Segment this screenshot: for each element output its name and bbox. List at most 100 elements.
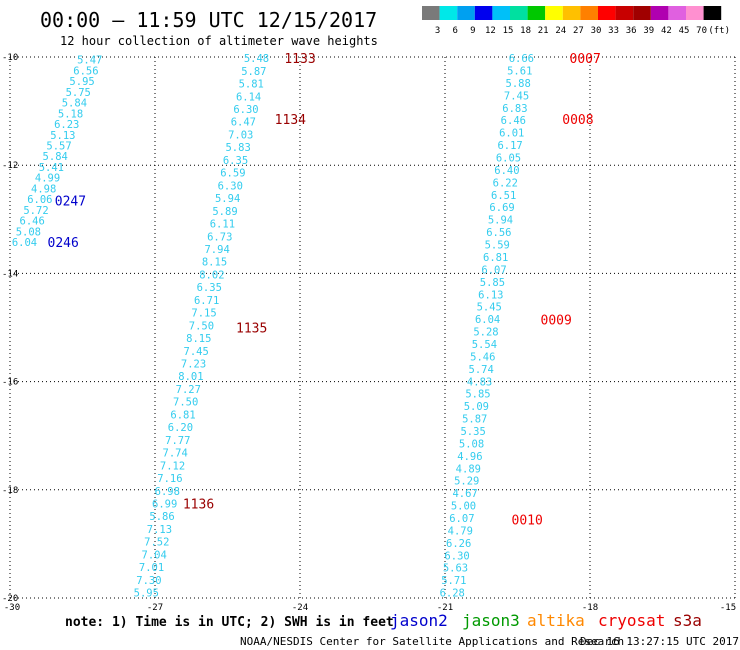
colorbar-swatch	[703, 6, 722, 20]
swh-value: 6.81	[170, 409, 195, 421]
swh-value: 6.06	[27, 194, 52, 206]
colorbar-label: 39	[643, 26, 654, 36]
swh-value: 5.00	[451, 501, 476, 513]
swh-value: 5.63	[443, 563, 468, 575]
swh-value: 7.15	[191, 308, 216, 320]
swh-value: 5.45	[477, 302, 502, 314]
colorbar-swatch	[686, 6, 704, 20]
swh-value: 5.29	[454, 476, 479, 488]
legend-jason2: jason2	[390, 611, 448, 630]
colorbar-swatch	[439, 6, 458, 20]
pass-time-label: 0247	[55, 194, 86, 209]
x-tick-label: -30	[4, 603, 20, 613]
swh-value: 6.46	[20, 216, 45, 228]
swh-value: 5.61	[507, 66, 532, 78]
swh-value: 5.95	[134, 588, 159, 600]
swh-value: 5.84	[62, 98, 87, 110]
colorbar-label: 9	[470, 26, 475, 36]
swh-value: 6.59	[220, 168, 245, 180]
colorbar-swatch	[633, 6, 651, 20]
swh-value: 7.30	[136, 575, 161, 587]
swh-value: 6.07	[449, 513, 474, 525]
colorbar-label: 24	[555, 26, 566, 36]
swh-value: 5.85	[480, 277, 505, 289]
swh-value: 5.95	[69, 76, 94, 88]
swh-value: 6.26	[446, 538, 471, 550]
pass-time-label: 1135	[236, 322, 267, 337]
swh-value: 4.83	[467, 376, 492, 388]
swh-value: 5.83	[225, 142, 250, 154]
swh-value: 5.35	[460, 426, 485, 438]
swh-value: 6.83	[502, 103, 527, 115]
colorbar-swatch	[474, 6, 493, 20]
swh-value: 4.98	[31, 183, 56, 195]
swh-value: 7.74	[163, 448, 188, 460]
swh-value: 5.46	[470, 351, 495, 363]
swh-value: 6.73	[207, 231, 232, 243]
swh-value: 7.12	[160, 460, 185, 472]
y-tick-label: -12	[2, 161, 18, 171]
colorbar-label: 42	[661, 26, 672, 36]
footer-timestamp: Dec 16 13:27:15 UTC 2017	[580, 635, 739, 648]
pass-time-label: 0009	[541, 313, 572, 328]
colorbar-label: (ft)	[708, 26, 730, 36]
swh-value: 8.15	[202, 257, 227, 269]
swh-value: 5.74	[469, 364, 494, 376]
colorbar-label: 18	[520, 26, 531, 36]
colorbar-swatch	[562, 6, 581, 20]
swh-value: 5.87	[462, 414, 487, 426]
colorbar-swatch	[598, 6, 616, 20]
swh-value: 5.81	[239, 79, 264, 91]
swh-value: 7.50	[173, 397, 198, 409]
pass-time-label: 0008	[562, 113, 593, 128]
colorbar-label: 70	[696, 26, 707, 36]
swh-value: 6.66	[509, 53, 534, 65]
footer-credit: NOAA/NESDIS Center for Satellite Applica…	[240, 635, 624, 648]
swh-value: 5.28	[473, 327, 498, 339]
swh-value: 6.05	[496, 153, 521, 165]
swh-value: 6.23	[54, 119, 79, 131]
colorbar-swatch	[668, 6, 686, 20]
colorbar-label: 36	[626, 26, 637, 36]
swh-value: 4.67	[452, 488, 477, 500]
pass-time-label: 1136	[183, 497, 214, 512]
swh-value: 6.98	[155, 486, 180, 498]
legend-s3a: s3a	[673, 611, 702, 630]
legend-jason3: jason3	[462, 611, 520, 630]
y-tick-label: -20	[2, 594, 18, 604]
swh-value: 5.59	[485, 240, 510, 252]
swh-value: 6.46	[501, 115, 526, 127]
swh-value: 7.01	[139, 562, 164, 574]
swh-value: 5.18	[58, 108, 83, 120]
swh-value: 4.79	[448, 525, 473, 537]
swh-value: 6.30	[444, 550, 469, 562]
swh-value: 6.99	[152, 499, 177, 511]
swh-values: 5.476.565.955.755.845.186.235.135.575.84…	[12, 53, 534, 600]
note-text: note: 1) Time is in UTC; 2) SWH is in fe…	[65, 615, 394, 630]
colorbar-swatch	[510, 6, 528, 20]
swh-value: 5.88	[506, 78, 531, 90]
swh-value: 7.52	[144, 537, 169, 549]
swh-value: 4.99	[35, 173, 60, 185]
swh-value: 6.30	[218, 180, 243, 192]
swh-value: 6.04	[12, 237, 37, 249]
x-tick-label: -18	[582, 603, 598, 613]
swh-value: 6.28	[440, 588, 465, 600]
swh-value: 5.48	[244, 53, 269, 65]
swh-value: 7.03	[228, 129, 253, 141]
swh-value: 6.47	[231, 117, 256, 129]
swh-value: 6.04	[475, 314, 500, 326]
swh-value: 5.09	[464, 401, 489, 413]
colorbar-label: 3	[435, 26, 440, 36]
colorbar-label: 33	[608, 26, 619, 36]
swh-value: 7.13	[147, 524, 172, 536]
colorbar-label: 21	[538, 26, 549, 36]
grid	[9, 56, 736, 599]
swh-value: 6.40	[494, 165, 519, 177]
pass-time-label: 1133	[284, 52, 315, 67]
colorbar-swatch	[615, 6, 634, 20]
swh-value: 5.87	[241, 66, 266, 78]
swh-value: 7.94	[204, 244, 229, 256]
colorbar-swatch	[422, 6, 440, 20]
